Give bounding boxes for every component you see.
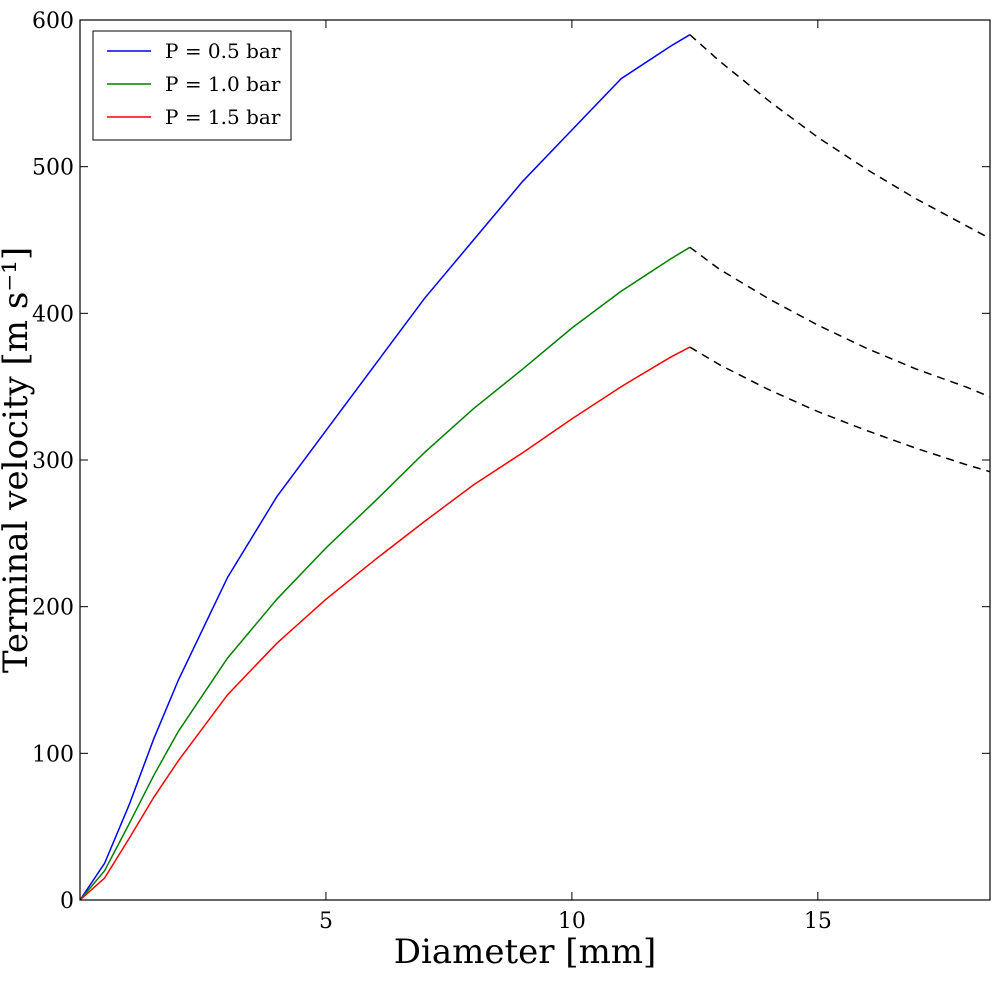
legend-label: P = 1.5 bar — [165, 105, 281, 129]
series-line-0 — [79, 34, 691, 901]
y-tick-label: 600 — [32, 9, 74, 34]
x-tick-label: 5 — [319, 909, 333, 934]
x-axis-title: Diameter [mm] — [394, 932, 657, 972]
y-tick-label: 0 — [60, 889, 74, 914]
y-tick-label: 500 — [32, 156, 74, 181]
y-tick-label: 100 — [32, 742, 74, 767]
x-tick-label: 10 — [558, 909, 586, 934]
dashed-line-4 — [689, 246, 991, 398]
dashed-line-5 — [689, 346, 991, 473]
y-tick-label: 400 — [32, 302, 74, 327]
legend-label: P = 0.5 bar — [165, 39, 281, 63]
plot-frame — [79, 19, 991, 901]
plot-area: 5 10 15 0 100 200 300 400 500 600 Diameter [mm] Ter… — [0, 9, 991, 972]
y-axis-title: Terminal velocity [m s⁻¹] — [0, 247, 36, 673]
legend-label: P = 1.0 bar — [165, 72, 281, 96]
series-line-2 — [79, 346, 691, 901]
y-tick-label: 200 — [32, 596, 74, 621]
x-tick-label: 15 — [804, 909, 832, 934]
series-line-1 — [79, 246, 691, 901]
legend-box — [92, 30, 292, 141]
y-tick-label: 300 — [32, 449, 74, 474]
dashed-line-3 — [689, 34, 991, 240]
